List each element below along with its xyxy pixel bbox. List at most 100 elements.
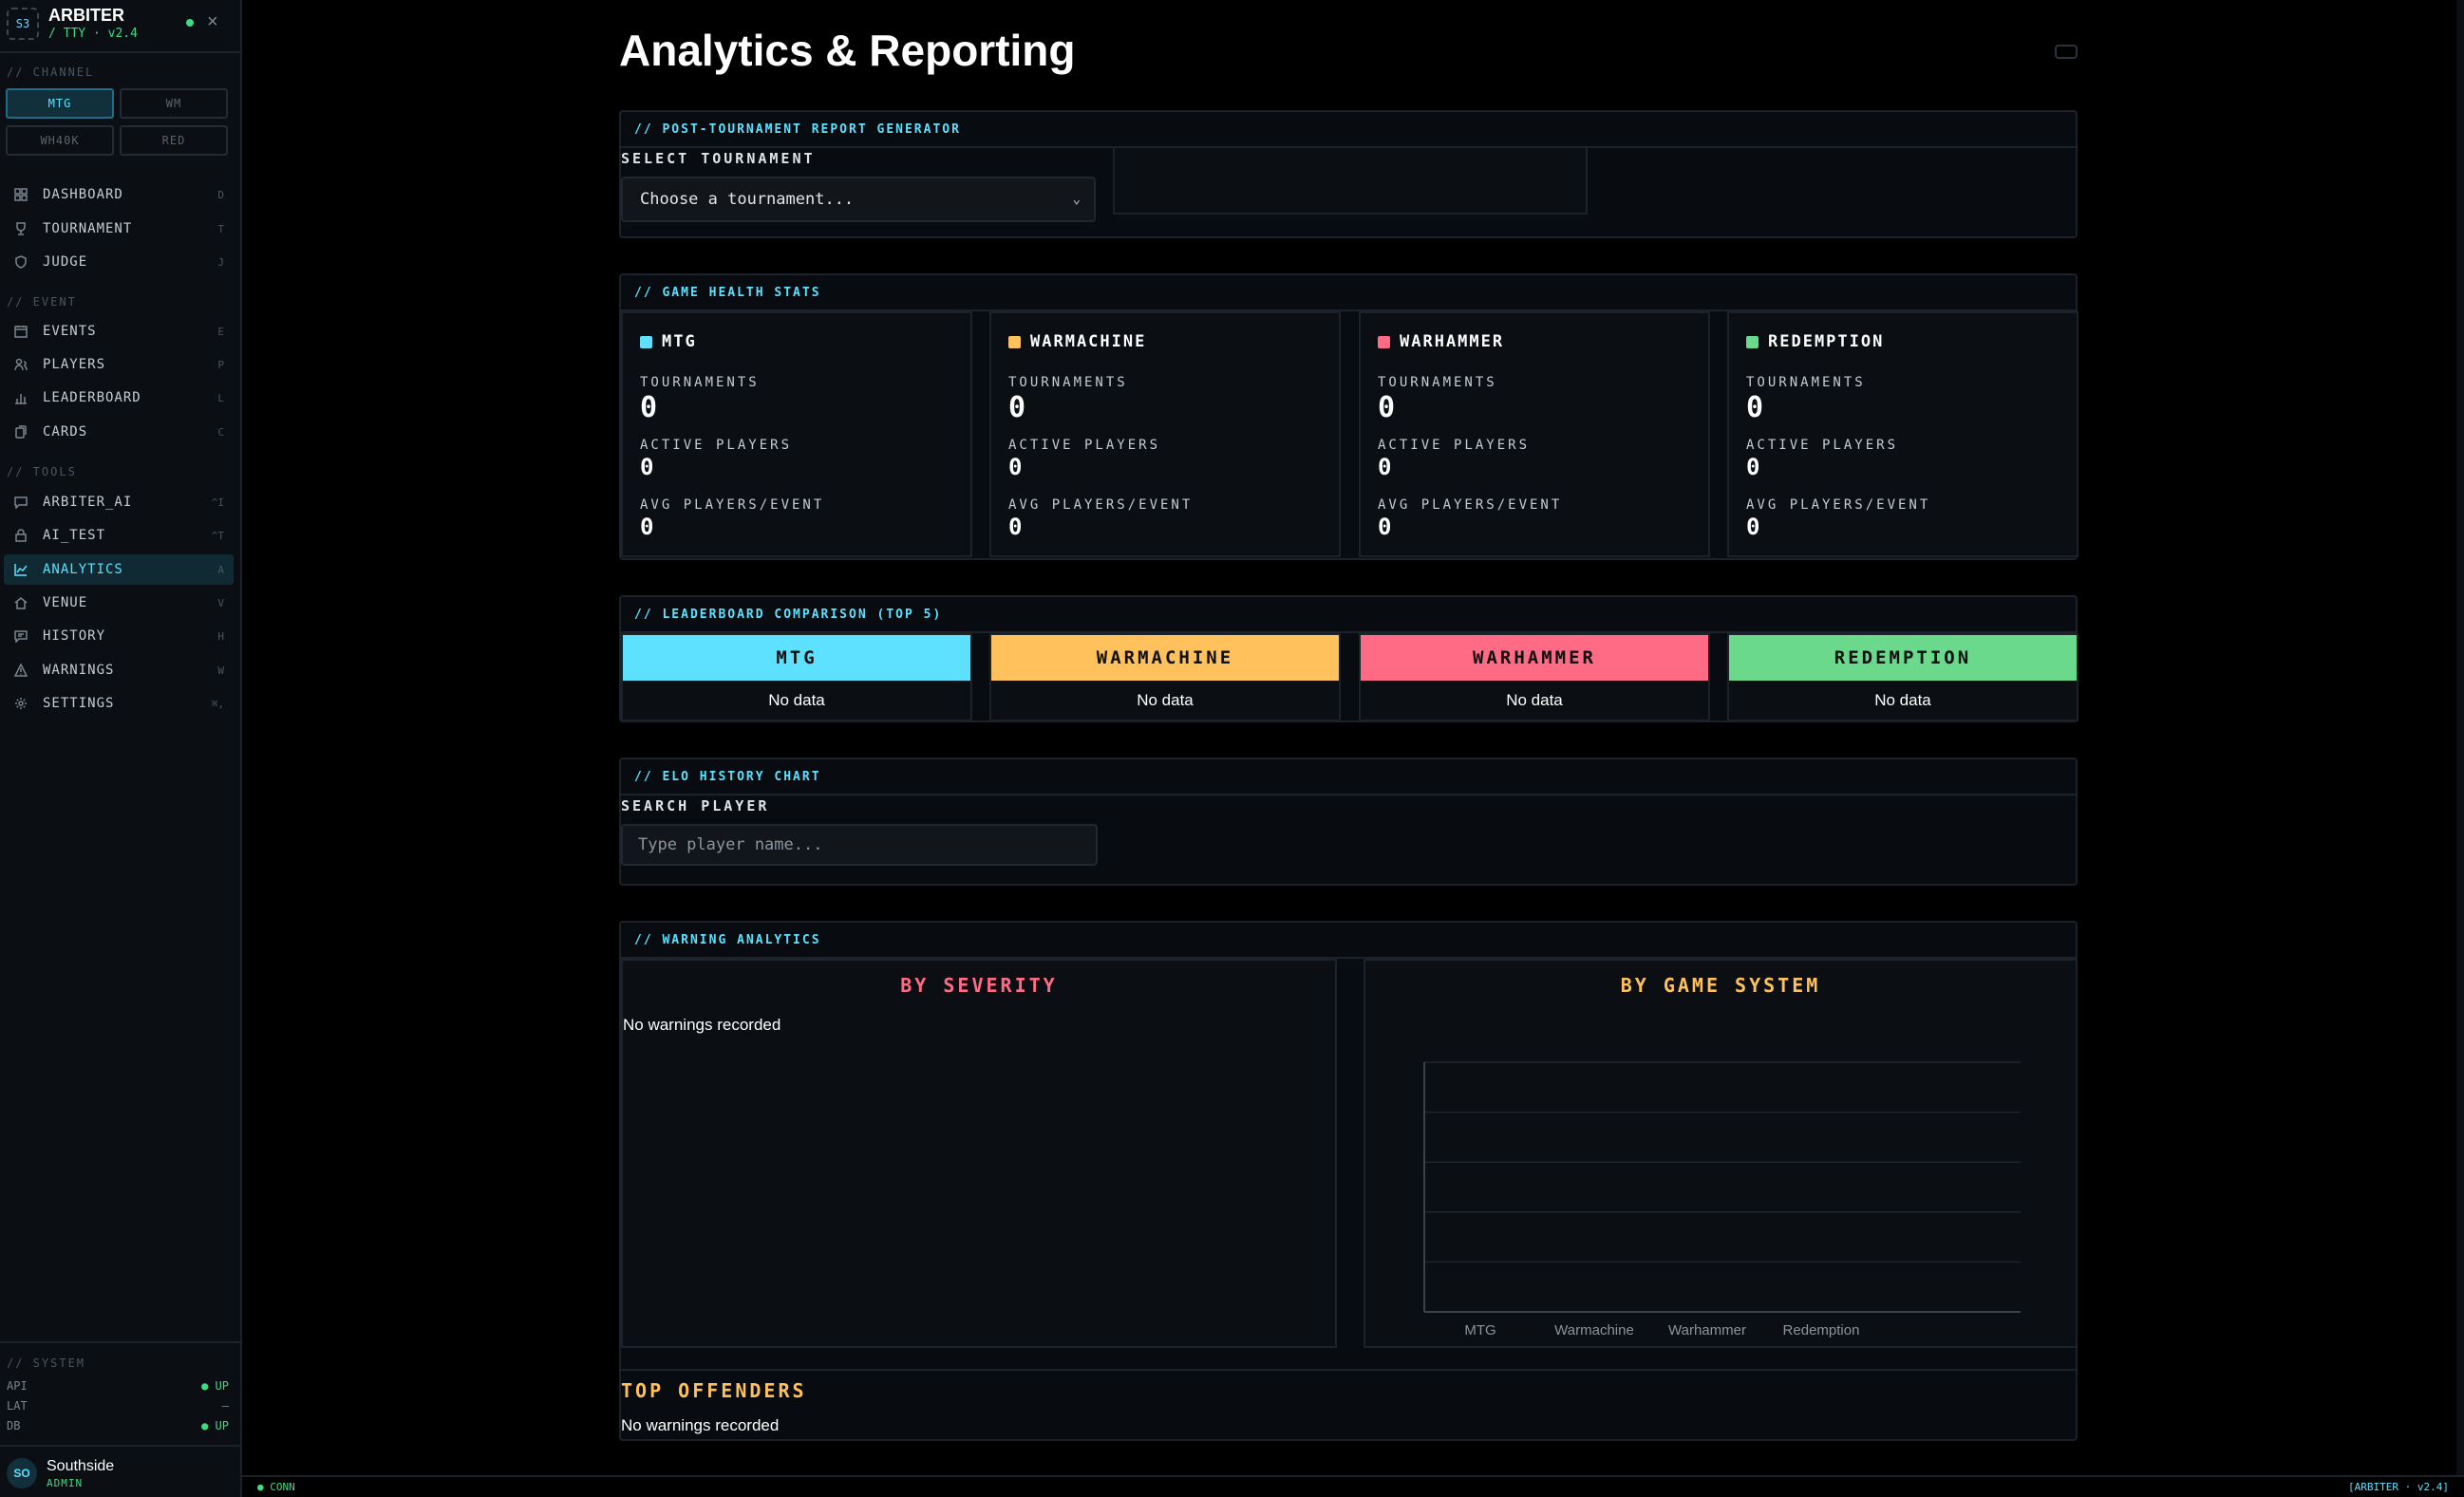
stat-value: 0	[1378, 391, 1396, 424]
stat-value: 0	[640, 514, 654, 540]
brand: S3 ARBITER / TTY · v2.4 ×	[0, 0, 242, 53]
divider	[0, 1341, 242, 1343]
system-bar-chart: MTG Warmachine Warhammer Redemption	[1423, 1061, 2021, 1338]
channel-wm-button[interactable]: WM	[120, 88, 228, 119]
nav-label: LEADERBOARD	[43, 390, 141, 405]
nav-events[interactable]: EVENTS E	[4, 316, 234, 346]
severity-title: BY SEVERITY	[900, 974, 1058, 997]
trophy-icon	[12, 220, 29, 237]
system-key: DB	[7, 1419, 21, 1432]
stat-label: AVG PLAYERS/EVENT	[640, 497, 825, 513]
nav-history[interactable]: HISTORY H	[4, 621, 234, 651]
leaderboard-panel: // LEADERBOARD COMPARISON (TOP 5) MTG No…	[619, 595, 2078, 722]
sidebar: S3 ARBITER / TTY · v2.4 × // CHANNEL MTG…	[0, 0, 242, 1497]
nav-shortcut: W	[217, 664, 224, 677]
scrollbar[interactable]	[2456, 0, 2464, 1475]
tick-label-warmachine: Warmachine	[1554, 1322, 1634, 1338]
nav-venue[interactable]: VENUE V	[4, 588, 234, 618]
stat-title: REDEMPTION	[1746, 332, 1884, 351]
brand-name: ARBITER	[48, 6, 124, 25]
elo-panel: // ELO HISTORY CHART SEARCH PLAYER Type …	[619, 758, 2078, 886]
system-value: ● UP	[201, 1379, 229, 1393]
page-title: Analytics & Reporting	[619, 26, 1076, 75]
version-label: [ARBITER · v2.4]	[2348, 1481, 2449, 1493]
nav-shortcut: ⌘,	[211, 697, 224, 710]
stat-title: WARHAMMER	[1378, 332, 1504, 351]
stat-value: 0	[640, 454, 654, 480]
stat-value: 0	[1008, 514, 1023, 540]
nav-settings[interactable]: SETTINGS ⌘,	[4, 688, 234, 719]
logo: S3	[7, 8, 39, 40]
leaderboard-empty: No data	[1506, 690, 1563, 709]
chevron-down-icon: ⌄	[1072, 192, 1081, 207]
chat-icon	[12, 494, 29, 511]
nav-label: DASHBOARD	[43, 187, 123, 202]
leaderboard-title: MTG	[623, 635, 970, 681]
gear-icon	[12, 695, 29, 712]
close-icon[interactable]: ×	[207, 11, 218, 32]
channel-wh40k-button[interactable]: WH40K	[6, 125, 114, 156]
warning-panel: // WARNING ANALYTICS BY SEVERITY No warn…	[619, 921, 2078, 1441]
tournament-select[interactable]: Choose a tournament... ⌄	[621, 177, 1096, 222]
leaderboard-title: WARHAMMER	[1361, 635, 1708, 681]
nav-analytics[interactable]: ANALYTICS A	[4, 554, 234, 585]
nav-shortcut: ^T	[211, 529, 224, 542]
nav-judge[interactable]: JUDGE J	[4, 247, 234, 277]
nav-shortcut: C	[217, 425, 224, 439]
shield-icon	[12, 253, 29, 271]
offenders-empty: No warnings recorded	[621, 1416, 780, 1434]
player-search-input[interactable]: Type player name...	[621, 824, 1098, 866]
nav-players[interactable]: PLAYERS P	[4, 349, 234, 380]
nav-shortcut: E	[217, 325, 224, 338]
nav-label: ARBITER_AI	[43, 495, 133, 510]
nav-label: HISTORY	[43, 628, 106, 644]
report-header: // POST-TOURNAMENT REPORT GENERATOR	[621, 112, 2076, 148]
nav-cards[interactable]: CARDS C	[4, 417, 234, 447]
nav-leaderboard[interactable]: LEADERBOARD L	[4, 383, 234, 413]
stat-value: 0	[1378, 454, 1392, 480]
stat-label: TOURNAMENTS	[640, 375, 760, 390]
health-header: // GAME HEALTH STATS	[621, 275, 2076, 311]
nav-shortcut: H	[217, 629, 224, 643]
stat-label: TOURNAMENTS	[1378, 375, 1497, 390]
nav-shortcut: ^I	[211, 496, 224, 509]
nav-label: ANALYTICS	[43, 562, 123, 577]
stat-label: AVG PLAYERS/EVENT	[1378, 497, 1563, 513]
system-api: API ● UP	[7, 1379, 229, 1393]
leaderboard-header: // LEADERBOARD COMPARISON (TOP 5)	[621, 597, 2076, 633]
divider	[621, 1369, 2076, 1371]
system-value: ● UP	[201, 1419, 229, 1432]
nav-arbiter-ai[interactable]: ARBITER_AI ^I	[4, 487, 234, 517]
system-key: LAT	[7, 1399, 28, 1413]
stat-value: 0	[1746, 514, 1760, 540]
stat-card-warmachine: WARMACHINE TOURNAMENTS 0 ACTIVE PLAYERS …	[989, 311, 1341, 557]
stat-card-redemption: REDEMPTION TOURNAMENTS 0 ACTIVE PLAYERS …	[1727, 311, 2078, 557]
severity-empty: No warnings recorded	[623, 1016, 781, 1034]
severity-box: BY SEVERITY No warnings recorded	[621, 959, 1337, 1348]
channel-red-button[interactable]: RED	[120, 125, 228, 156]
color-swatch	[1008, 335, 1021, 348]
system-db: DB ● UP	[7, 1419, 229, 1432]
nav-label: WARNINGS	[43, 663, 115, 678]
system-key: API	[7, 1379, 28, 1393]
report-output	[1113, 146, 1588, 215]
channel-mtg-button[interactable]: MTG	[6, 88, 114, 119]
nav-dashboard[interactable]: DASHBOARD D	[4, 179, 234, 210]
leaderboard-warmachine: WARMACHINE No data	[989, 633, 1341, 721]
select-value: Choose a tournament...	[640, 190, 855, 209]
user-profile[interactable]: SO Southside ADMIN	[0, 1445, 242, 1497]
stat-label: ACTIVE PLAYERS	[1008, 438, 1161, 453]
tools-label: // TOOLS	[7, 465, 77, 478]
stat-value: 0	[1008, 454, 1023, 480]
color-swatch	[1746, 335, 1759, 348]
stat-title: WARMACHINE	[1008, 332, 1146, 351]
header-toggle-button[interactable]	[2055, 45, 2078, 59]
system-chart-title: BY GAME SYSTEM	[1620, 974, 1821, 997]
nav-ai-test[interactable]: AI_TEST ^T	[4, 520, 234, 551]
warning-header: // WARNING ANALYTICS	[621, 923, 2076, 959]
report-panel: // POST-TOURNAMENT REPORT GENERATOR SELE…	[619, 110, 2078, 238]
avatar: SO	[7, 1458, 37, 1488]
leaderboard-empty: No data	[1137, 690, 1194, 709]
nav-tournament[interactable]: TOURNAMENT T	[4, 214, 234, 244]
nav-warnings[interactable]: WARNINGS W	[4, 655, 234, 685]
